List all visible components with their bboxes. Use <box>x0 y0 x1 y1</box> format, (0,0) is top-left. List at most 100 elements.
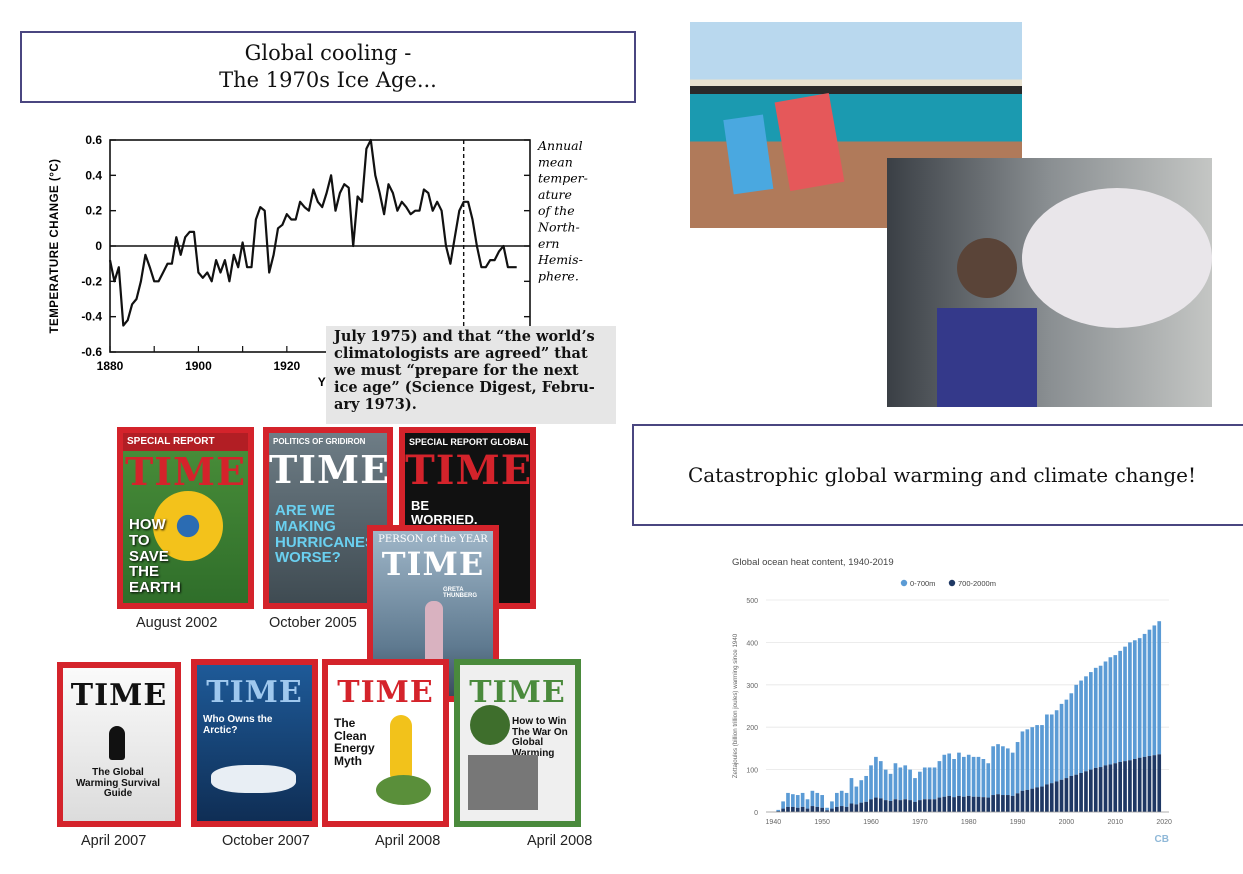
x-tick-label: 1940 <box>766 819 782 826</box>
bar-700-2000m <box>859 802 864 812</box>
bar-700-2000m <box>1049 783 1054 812</box>
bar-700-2000m <box>903 799 908 812</box>
bar-700-2000m <box>913 801 917 812</box>
bar-700-2000m <box>962 796 966 812</box>
cover-masthead: TIME <box>206 675 303 710</box>
annotation-line: temper- <box>538 171 588 186</box>
bar-0-700m <box>1108 657 1113 765</box>
bar-0-700m <box>1152 625 1157 756</box>
y-tick-label: -0.6 <box>81 345 102 359</box>
x-tick-label: 2000 <box>1059 819 1075 826</box>
bar-0-700m <box>1142 633 1147 757</box>
bar-700-2000m <box>991 795 995 812</box>
cover-headline: GRETA THUNBERG <box>443 587 477 600</box>
bar-700-2000m <box>1098 767 1103 812</box>
x-tick-label: 1960 <box>863 819 879 826</box>
bar-0-700m <box>1098 665 1103 768</box>
bar-700-2000m <box>952 797 956 812</box>
bar-0-700m <box>898 767 903 801</box>
bar-700-2000m <box>795 807 800 812</box>
y-tick-label: 0.4 <box>85 168 102 182</box>
bar-700-2000m <box>1069 775 1074 812</box>
bar-700-2000m <box>1015 793 1020 812</box>
bar-0-700m <box>859 780 864 803</box>
bar-0-700m <box>839 790 844 807</box>
bar-0-700m <box>1079 680 1083 773</box>
annotation-line: phere. <box>538 268 579 283</box>
bar-0-700m <box>913 778 917 802</box>
y-tick-label: -0.4 <box>81 310 102 324</box>
bar-700-2000m <box>1005 795 1010 812</box>
legend-swatch <box>948 579 956 587</box>
bar-700-2000m <box>922 799 927 812</box>
x-tick-label: 1950 <box>814 819 830 826</box>
bar-700-2000m <box>1001 795 1005 812</box>
bar-0-700m <box>947 753 952 796</box>
bar-700-2000m <box>844 806 849 812</box>
bar-700-2000m <box>869 799 873 812</box>
bar-0-700m <box>903 765 908 800</box>
bar-0-700m <box>800 792 805 807</box>
bar-700-2000m <box>937 797 942 812</box>
bar-0-700m <box>1118 650 1122 762</box>
bar-0-700m <box>805 799 810 809</box>
bar-700-2000m <box>1059 779 1064 812</box>
time-cover-arctic: TIME Who Owns the Arctic? <box>191 659 318 827</box>
bar-0-700m <box>795 795 800 808</box>
quote-line: ice age” (Science Digest, Febru- <box>334 379 595 396</box>
cover-headline: The Global Warming Survival Guide <box>75 767 161 799</box>
bar-0-700m <box>844 792 849 807</box>
annotation-line: ern <box>538 236 559 251</box>
cover-masthead: TIME <box>124 449 247 494</box>
x-tick-label: 2010 <box>1107 819 1123 826</box>
bar-700-2000m <box>1113 763 1118 812</box>
title-line-1: Global cooling - <box>244 41 412 65</box>
time-cover-save-the-earth: SPECIAL REPORT TIME HOW TO SAVE THE EART… <box>117 427 254 609</box>
bar-700-2000m <box>1118 761 1122 812</box>
bar-0-700m <box>957 752 961 796</box>
x-tick-label: 1970 <box>912 819 928 826</box>
bar-700-2000m <box>986 797 991 812</box>
y-axis-label: TEMPERATURE CHANGE (°C) <box>49 159 61 334</box>
cover-banner: SPECIAL REPORT GLOBAL WARMING <box>409 437 530 447</box>
bar-700-2000m <box>1089 769 1093 812</box>
bar-0-700m <box>908 769 912 801</box>
bar-700-2000m <box>835 806 839 812</box>
bar-700-2000m <box>947 795 952 812</box>
bar-0-700m <box>1147 629 1152 757</box>
bar-0-700m <box>849 778 854 804</box>
bar-700-2000m <box>1157 754 1162 812</box>
quote-line: ary 1973). <box>334 396 417 413</box>
x-tick-label: 1990 <box>1010 819 1026 826</box>
money-image <box>376 775 431 805</box>
bar-0-700m <box>869 765 873 800</box>
bar-0-700m <box>1020 731 1025 791</box>
tree-image <box>470 705 510 745</box>
y-tick-label: 0 <box>95 239 102 253</box>
bar-0-700m <box>1015 742 1020 794</box>
bar-700-2000m <box>786 806 790 812</box>
bar-700-2000m <box>996 794 1000 812</box>
bar-0-700m <box>922 767 927 800</box>
bar-0-700m <box>991 746 995 796</box>
title-box-global-warming: Catastrophic global warming and climate … <box>632 424 1243 526</box>
bar-0-700m <box>854 786 859 805</box>
bar-700-2000m <box>815 806 820 812</box>
bar-700-2000m <box>791 806 795 812</box>
penguin-image <box>109 726 125 760</box>
bar-0-700m <box>981 759 986 798</box>
bar-700-2000m <box>820 807 824 812</box>
bar-0-700m <box>776 809 781 812</box>
bar-0-700m <box>971 756 976 797</box>
bar-700-2000m <box>893 799 898 812</box>
person-figure <box>425 601 443 671</box>
annotation-line: Hemis- <box>537 252 583 267</box>
y-tick-label: 0 <box>754 810 758 817</box>
bar-700-2000m <box>825 810 829 812</box>
bar-0-700m <box>952 759 956 798</box>
bar-0-700m <box>830 801 834 809</box>
bar-0-700m <box>878 761 883 799</box>
bar-700-2000m <box>1040 786 1044 812</box>
bar-0-700m <box>1030 727 1035 789</box>
iceberg-image <box>211 765 296 793</box>
